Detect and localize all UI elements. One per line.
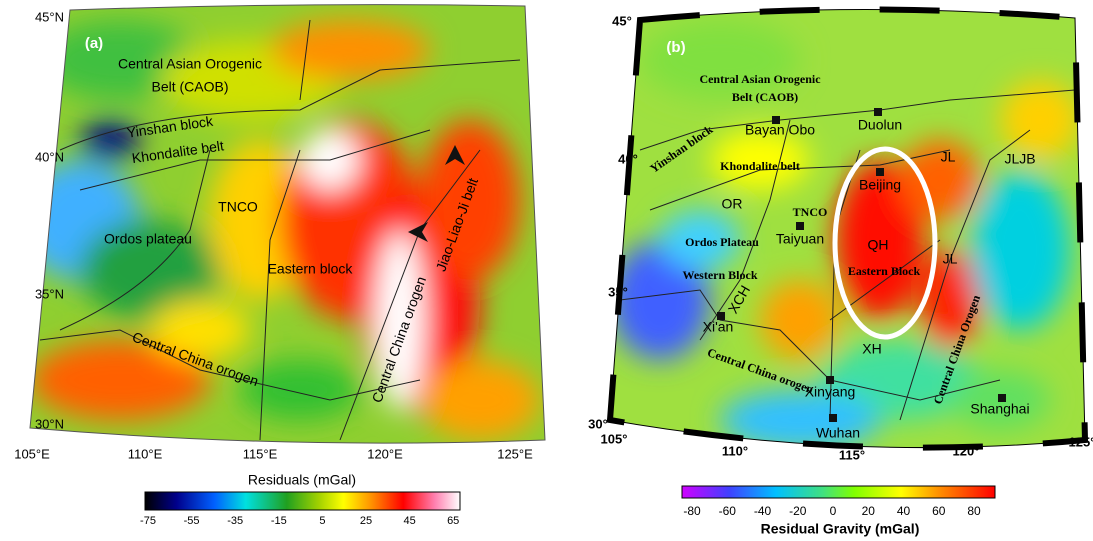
region-label: Wuhan — [816, 425, 860, 441]
colorbar-tick: -75 — [140, 515, 156, 527]
region-label: Central Asian Orogenic — [699, 72, 821, 86]
colorbar-tick: 0 — [830, 504, 837, 518]
colorbar-tick: -60 — [719, 504, 737, 518]
lat-label: 40° — [618, 151, 638, 166]
colorbar-tick: -20 — [789, 504, 807, 518]
region-label: Ordos Plateau — [685, 235, 759, 249]
region-label: Ordos plateau — [104, 231, 192, 247]
anomaly — [970, 170, 1070, 330]
lon-label: 115° — [839, 447, 865, 462]
region-label: QH — [868, 237, 889, 253]
lat-label: 40°N — [35, 149, 64, 164]
lon-label: 105°E — [14, 446, 50, 461]
lat-label: 30°N — [35, 416, 64, 431]
colorbar-tick: 40 — [897, 504, 911, 518]
region-label: Eastern Block — [848, 264, 921, 278]
colorbar-tick: 25 — [360, 515, 372, 527]
city-marker — [829, 414, 837, 422]
colorbar-title: Residual Gravity (mGal) — [761, 521, 920, 537]
lon-label: 125°E — [497, 446, 533, 461]
anomaly — [720, 390, 880, 450]
region-label: Bayan Obo — [745, 122, 815, 138]
colorbar-tick: 5 — [319, 515, 325, 527]
anomaly — [240, 360, 360, 420]
colorbar-tick: 80 — [967, 504, 981, 518]
region-label: Duolun — [858, 117, 902, 133]
map-a — [0, 0, 560, 460]
city-marker — [874, 108, 882, 116]
lat-label: 35° — [608, 284, 628, 299]
lon-label: 110°E — [128, 446, 163, 461]
colorbar-a — [145, 492, 460, 510]
region-label: OR — [722, 196, 743, 212]
region-label: Belt (CAOB) — [732, 90, 798, 104]
colorbar-tick: 45 — [403, 515, 415, 527]
region-label: Central Asian Orogenic — [118, 56, 262, 72]
region-label: TNCO — [793, 205, 828, 219]
lon-label: 105° — [601, 431, 628, 446]
region-label: Eastern block — [268, 261, 354, 277]
region-label: JLJB — [1004, 151, 1035, 167]
anomaly — [1000, 80, 1080, 160]
region-label: Xi'an — [703, 319, 734, 335]
region-label: Khondalite belt — [720, 159, 800, 173]
colorbar-tick: 60 — [932, 504, 946, 518]
colorbar-tick: 20 — [862, 504, 876, 518]
lon-label: 125° — [1069, 434, 1093, 449]
region-label: Taiyuan — [776, 231, 824, 247]
region-label: TNCO — [218, 199, 258, 215]
lon-label: 120° — [953, 443, 980, 458]
colorbar-tick: -35 — [227, 515, 243, 527]
lat-label: 45°N — [35, 9, 64, 24]
region-label: JL — [941, 149, 956, 165]
city-marker — [796, 222, 804, 230]
colorbar-tick: -40 — [754, 504, 772, 518]
lat-label: 30° — [588, 416, 608, 431]
colorbar-tick: -80 — [683, 504, 701, 518]
anomaly — [270, 20, 430, 80]
region-label: Shanghai — [970, 401, 1029, 417]
colorbar-tick: -55 — [184, 515, 200, 527]
region-label: Belt (CAOB) — [151, 79, 228, 95]
lon-label: 120°E — [367, 446, 403, 461]
lon-label: 110° — [722, 443, 748, 458]
region-label: XH — [862, 341, 881, 357]
colorbar-b — [682, 486, 995, 498]
figure: (a) 45°N 40°N 35°N 30°N 105°E 110°E 115°E 120°E 1… — [0, 0, 1093, 541]
colorbar-tick: -15 — [271, 515, 287, 527]
region-label: JL — [943, 251, 958, 267]
anomaly — [420, 360, 540, 440]
region-label: Western Block — [683, 268, 758, 282]
panel-label: (a) — [85, 35, 103, 52]
lat-label: 45° — [612, 13, 632, 28]
colorbar-tick: 65 — [447, 515, 459, 527]
lat-label: 35°N — [35, 286, 64, 301]
panel-label: (b) — [666, 39, 685, 56]
region-label: Xinyang — [805, 384, 856, 400]
region-label: Beijing — [859, 177, 901, 193]
city-marker — [876, 168, 884, 176]
colorbar-title: Residuals (mGal) — [248, 472, 356, 488]
lon-label: 115°E — [243, 446, 278, 461]
anomaly — [760, 280, 840, 360]
anomaly — [640, 20, 800, 100]
